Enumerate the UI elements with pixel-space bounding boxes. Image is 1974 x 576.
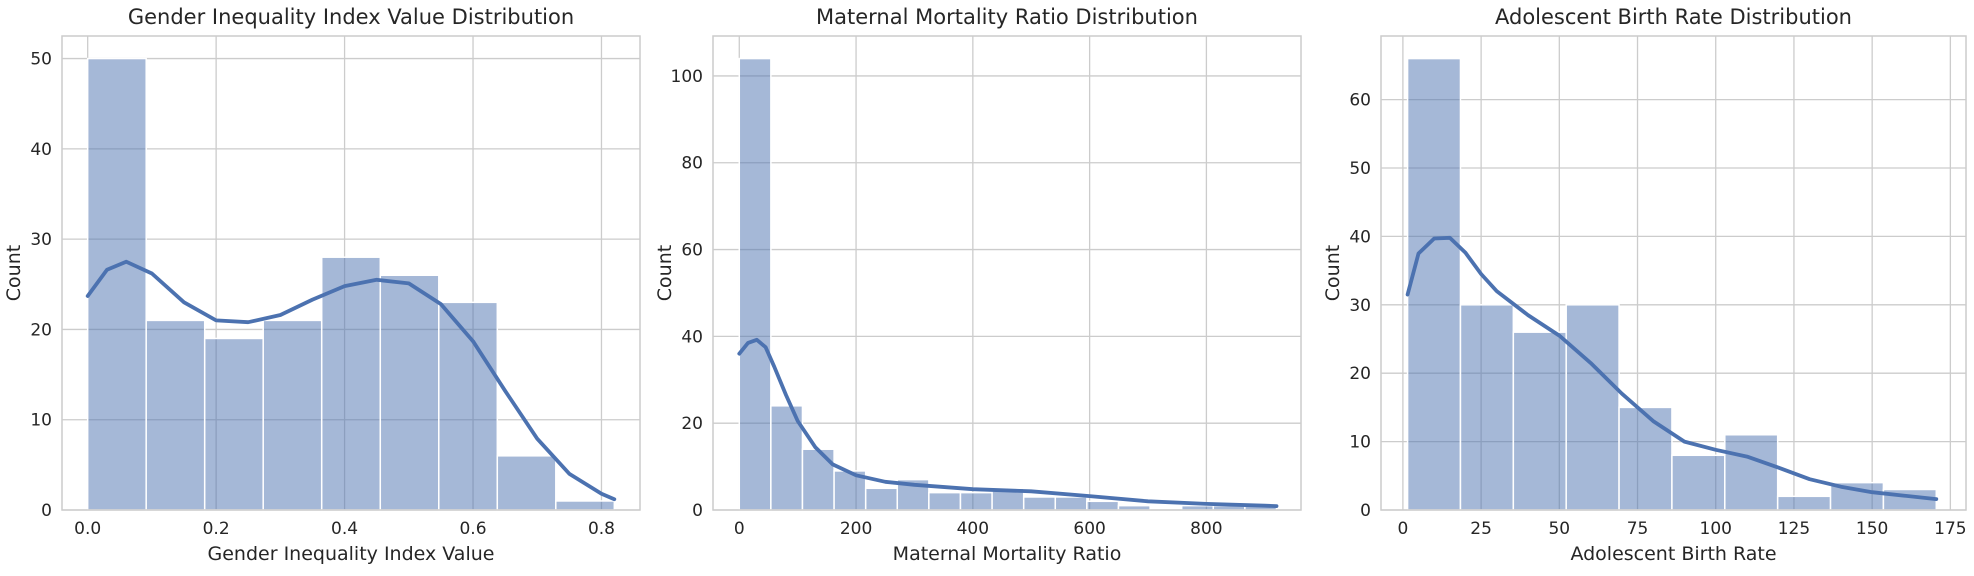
x-tick-label: 150 bbox=[1856, 519, 1888, 539]
histogram-bar bbox=[145, 319, 206, 511]
y-axis-label: Count bbox=[1322, 245, 1344, 301]
x-axis-label: Adolescent Birth Rate bbox=[1570, 543, 1776, 565]
y-tick-label: 30 bbox=[30, 230, 52, 250]
x-tick-label: 0 bbox=[734, 519, 745, 539]
y-axis-label: Count bbox=[654, 245, 676, 301]
histogram-bar bbox=[738, 57, 772, 511]
histogram-bar bbox=[1459, 304, 1515, 511]
histogram-bar bbox=[959, 491, 993, 511]
y-tick-label: 100 bbox=[671, 67, 703, 87]
chart-panel-1: 0.0 0.2 0.4 0.6 0.8 0 10 20 30 40 50 Gender Inequal… bbox=[3, 5, 641, 565]
x-tick-label: 800 bbox=[1190, 519, 1222, 539]
y-tick-label: 60 bbox=[1349, 91, 1371, 111]
y-tick-label: 60 bbox=[681, 241, 703, 261]
chart-title: Maternal Mortality Ratio Distribution bbox=[816, 5, 1198, 29]
y-tick-label: 80 bbox=[681, 154, 703, 174]
kde-curve bbox=[1405, 235, 1939, 502]
x-tick-label: 0.2 bbox=[203, 519, 230, 539]
x-tick-label: 50 bbox=[1548, 519, 1570, 539]
histogram-bar bbox=[555, 500, 616, 511]
x-tick-label: 75 bbox=[1627, 519, 1649, 539]
chart-panel-2: 0 200 400 600 800 0 20 40 60 80 100 Maternal Mortal… bbox=[654, 5, 1302, 565]
y-tick-label: 40 bbox=[1349, 227, 1371, 247]
histogram-bar bbox=[203, 337, 264, 511]
y-tick-label: 0 bbox=[41, 501, 52, 521]
histogram-bar bbox=[1776, 495, 1832, 511]
chart-panel-3: 0 25 50 75 100 125 150 175 0 10 20 30 40 50 60 Adolesce… bbox=[1322, 5, 1967, 565]
x-axis-label: Gender Inequality Index Value bbox=[208, 543, 495, 565]
y-tick-label: 0 bbox=[692, 501, 703, 521]
y-tick-label: 40 bbox=[30, 140, 52, 160]
y-tick-label: 50 bbox=[1349, 159, 1371, 179]
x-tick-label: 600 bbox=[1073, 519, 1105, 539]
x-tick-label: 0.4 bbox=[331, 519, 358, 539]
chart-title: Gender Inequality Index Value Distributi… bbox=[128, 5, 574, 29]
x-tick-label: 400 bbox=[957, 519, 989, 539]
x-tick-label: 0.6 bbox=[459, 519, 486, 539]
histogram-bar bbox=[801, 448, 835, 511]
x-tick-label: 200 bbox=[840, 519, 872, 539]
histogram-bar bbox=[1618, 406, 1673, 511]
y-tick-label: 20 bbox=[681, 414, 703, 434]
x-tick-label: 0 bbox=[1397, 519, 1408, 539]
plot-frame bbox=[1380, 35, 1967, 511]
x-tick-label: 0.0 bbox=[74, 519, 101, 539]
kde-curve bbox=[85, 259, 617, 502]
y-axis-label: Count bbox=[3, 245, 25, 301]
y-tick-label: 30 bbox=[1349, 296, 1371, 316]
histogram-bar bbox=[1512, 331, 1567, 511]
histogram-bar bbox=[1022, 496, 1057, 511]
x-axis-label: Maternal Mortality Ratio bbox=[893, 543, 1122, 565]
x-tick-label: 125 bbox=[1778, 519, 1810, 539]
x-tick-label: 25 bbox=[1470, 519, 1492, 539]
y-tick-label: 50 bbox=[30, 50, 52, 70]
plot-frame bbox=[712, 35, 1302, 511]
histogram-bar bbox=[262, 319, 323, 511]
chart-title: Adolescent Birth Rate Distribution bbox=[1495, 5, 1852, 29]
histogram-bar bbox=[1671, 454, 1726, 511]
kde-curve bbox=[737, 337, 1279, 509]
histogram-bar bbox=[928, 491, 962, 511]
histogram-bar bbox=[864, 487, 899, 511]
histogram-bar bbox=[320, 256, 382, 511]
y-tick-label: 0 bbox=[1360, 501, 1371, 521]
plot-frame bbox=[61, 35, 641, 511]
x-tick-label: 100 bbox=[1700, 519, 1732, 539]
histogram-bar bbox=[1565, 304, 1620, 511]
x-tick-label: 0.8 bbox=[588, 519, 615, 539]
y-tick-label: 20 bbox=[1349, 364, 1371, 384]
y-tick-label: 10 bbox=[1349, 433, 1371, 453]
y-tick-label: 10 bbox=[30, 411, 52, 431]
histogram-bar bbox=[379, 274, 440, 511]
x-tick-label: 175 bbox=[1934, 519, 1966, 539]
histogram-bar bbox=[1086, 500, 1120, 511]
histogram-bar bbox=[1406, 57, 1462, 511]
histogram-bar bbox=[496, 455, 557, 511]
y-tick-label: 20 bbox=[30, 320, 52, 340]
y-tick-label: 40 bbox=[681, 327, 703, 347]
histogram-bar bbox=[1724, 434, 1779, 511]
histogram-bar bbox=[1054, 496, 1088, 511]
